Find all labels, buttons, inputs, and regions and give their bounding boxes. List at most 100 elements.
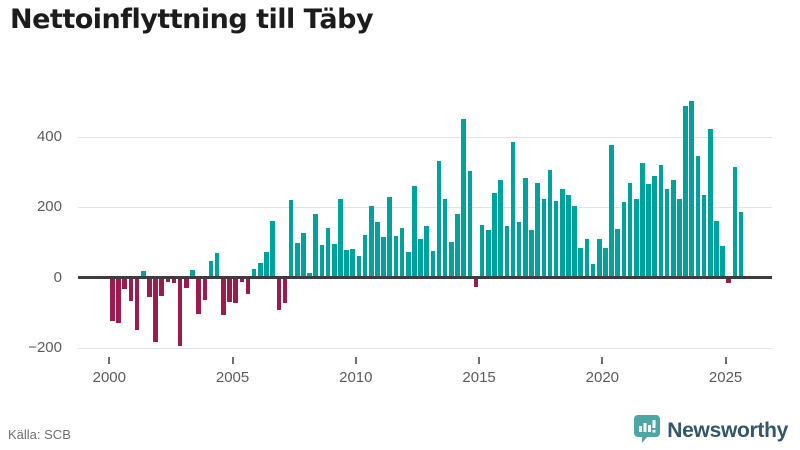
bar xyxy=(356,255,362,278)
bar xyxy=(486,230,491,278)
bar xyxy=(572,206,577,278)
bar xyxy=(375,221,380,278)
bar xyxy=(227,277,232,302)
bar xyxy=(455,214,460,278)
x-axis-label: 2010 xyxy=(339,369,373,386)
bar xyxy=(405,252,411,278)
bar xyxy=(498,180,503,278)
bar xyxy=(165,277,171,282)
bar xyxy=(338,199,343,278)
x-axis-tick xyxy=(108,357,111,364)
bar xyxy=(738,212,744,278)
bar xyxy=(171,277,177,284)
bar xyxy=(122,277,128,290)
bar xyxy=(307,273,312,278)
y-axis-label: 200 xyxy=(36,198,62,216)
bar xyxy=(214,253,220,278)
bar xyxy=(547,170,553,278)
bar xyxy=(596,238,602,278)
bar xyxy=(646,183,651,278)
bar xyxy=(116,277,121,324)
bar xyxy=(695,155,701,278)
y-axis-label: 400 xyxy=(36,127,62,145)
bar xyxy=(529,230,534,278)
source-note: Källa: SCB xyxy=(8,427,71,442)
bar xyxy=(436,161,442,278)
bar xyxy=(714,220,719,278)
bar xyxy=(239,277,245,282)
bar xyxy=(196,277,201,315)
bar xyxy=(689,101,695,278)
bar xyxy=(399,228,405,278)
bar xyxy=(331,243,337,278)
bar xyxy=(393,235,399,278)
newsworthy-logo-text: Newsworthy xyxy=(667,419,788,442)
bar xyxy=(264,251,269,278)
x-axis-label: 2015 xyxy=(462,369,496,386)
bar xyxy=(516,222,522,278)
bar xyxy=(627,183,633,278)
bar xyxy=(202,277,208,301)
bar xyxy=(128,277,134,302)
bar xyxy=(609,145,614,278)
bar xyxy=(381,236,386,278)
bar xyxy=(184,277,189,288)
bar xyxy=(603,247,608,278)
bar xyxy=(362,235,368,278)
bar xyxy=(633,199,639,278)
bar xyxy=(258,263,263,278)
bar xyxy=(732,166,738,278)
y-axis-label: 0 xyxy=(53,268,62,286)
bar xyxy=(177,277,183,347)
bar xyxy=(430,250,436,278)
bar xyxy=(153,277,158,343)
x-axis-tick xyxy=(478,357,481,364)
bar xyxy=(276,277,282,311)
bar xyxy=(504,225,510,278)
x-axis-label: 2000 xyxy=(92,369,126,386)
bar xyxy=(233,277,238,304)
bar xyxy=(134,277,140,331)
bar xyxy=(424,225,429,278)
bar xyxy=(412,186,417,278)
bar xyxy=(461,119,466,278)
chart-title: Nettoinflyttning till Täby xyxy=(10,4,374,35)
bar xyxy=(208,261,214,278)
bar-chart-speech-bubble-icon xyxy=(634,414,661,448)
bar xyxy=(387,197,393,278)
x-axis-tick xyxy=(354,357,357,364)
bar xyxy=(147,277,152,298)
bar xyxy=(590,263,596,278)
bar xyxy=(683,105,688,278)
bar xyxy=(658,165,664,278)
y-axis-label: −200 xyxy=(28,339,62,357)
gridline xyxy=(78,207,772,209)
bar xyxy=(467,171,473,278)
bar xyxy=(221,277,226,315)
bar xyxy=(368,206,374,278)
bar xyxy=(319,244,325,278)
x-axis-label: 2005 xyxy=(215,369,250,386)
bar xyxy=(110,277,115,322)
zero-axis-line xyxy=(78,276,772,280)
bar xyxy=(350,249,356,278)
bar xyxy=(566,194,571,278)
bar xyxy=(190,269,195,278)
x-axis-label: 2020 xyxy=(585,369,620,386)
newsworthy-logo[interactable]: Newsworthy xyxy=(634,414,788,448)
bar xyxy=(535,183,540,278)
bar xyxy=(140,270,146,278)
bar xyxy=(510,141,516,278)
bar xyxy=(584,238,590,278)
bar xyxy=(541,198,547,278)
bar xyxy=(344,249,349,278)
bar xyxy=(294,243,300,278)
bar xyxy=(677,199,682,278)
bar xyxy=(492,193,497,278)
bar xyxy=(449,242,454,278)
bar xyxy=(282,277,288,303)
bar xyxy=(664,188,670,278)
x-axis-tick xyxy=(601,357,604,364)
bar xyxy=(640,162,645,278)
bar xyxy=(418,239,423,278)
